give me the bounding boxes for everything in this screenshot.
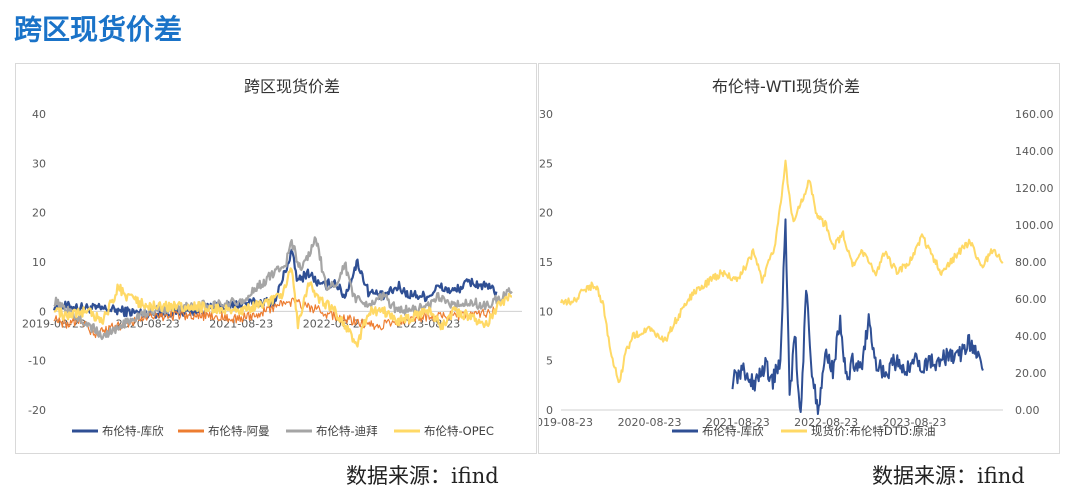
y-tick-label: 15 [539,256,553,269]
y2-tick-label: 40.00 [1015,330,1047,343]
x-tick-label: 2023-08-23 [882,416,946,429]
legend-label: 布伦特-库欣 [702,424,764,438]
y-tick-label: 20 [32,207,46,220]
chart-title: 布伦特-WTI现货价差 [712,77,860,96]
chart-title: 跨区现货价差 [244,77,340,96]
page-title: 跨区现货价差 [14,13,183,46]
legend-label: 现货价:布伦特DTD:原油 [811,424,935,438]
x-tick-label: 2019-08-23 [539,416,593,429]
legend-label: 布伦特-OPEC [424,424,494,438]
y-tick-label: 30 [539,108,553,121]
data-source-right: 数据来源：ifind [872,464,1025,488]
y-tick-label: 20 [539,207,553,220]
y2-tick-label: 120.00 [1015,182,1054,195]
y-tick-label: 25 [539,157,553,170]
series-line [52,248,498,320]
y2-tick-label: 100.00 [1015,219,1054,232]
y2-tick-label: 20.00 [1015,367,1047,380]
y-tick-label: 0 [546,404,553,417]
data-source-left: 数据来源：ifind [346,464,499,488]
y-tick-label: 10 [539,305,553,318]
legend-label: 布伦特-阿曼 [208,424,270,438]
legend-label: 布伦特-迪拜 [316,424,378,438]
y-tick-label: -10 [28,355,46,368]
x-tick-label: 2022-08-23 [794,416,858,429]
chart-panel-regional-spread: 跨区现货价差 -20 -10 0 10 20 30 40 2019-08-23 2020-08-2… [15,63,537,454]
series-line [53,236,513,341]
x-tick-label: 2021-08-23 [706,416,770,429]
x-tick-label: 2021-08-23 [209,317,273,330]
series-line [53,267,513,348]
y2-tick-label: 80.00 [1015,256,1047,269]
y-tick-label: 5 [546,355,553,368]
y2-tick-label: 140.00 [1015,145,1054,158]
y-tick-label: -20 [28,404,46,417]
series-line [731,218,984,415]
y-tick-label: 40 [32,108,46,121]
chart-panel-brent-wti-spread: 布伦特-WTI现货价差 0 5 10 15 20 25 30 0.00 20.00 40.00 60.… [538,63,1060,454]
y2-tick-label: 0.00 [1015,404,1040,417]
y2-tick-label: 160.00 [1015,108,1054,121]
y-tick-label: 10 [32,256,46,269]
legend-label: 布伦特-库欣 [102,424,164,438]
y2-tick-label: 60.00 [1015,293,1047,306]
y-tick-label: 30 [32,157,46,170]
y-tick-label: 0 [39,305,46,318]
chart-brent-wti-spread: 布伦特-WTI现货价差 0 5 10 15 20 25 30 0.00 20.00 40.00 60.… [539,77,1054,438]
series-line [560,159,1004,384]
x-tick-label: 2020-08-23 [618,416,682,429]
